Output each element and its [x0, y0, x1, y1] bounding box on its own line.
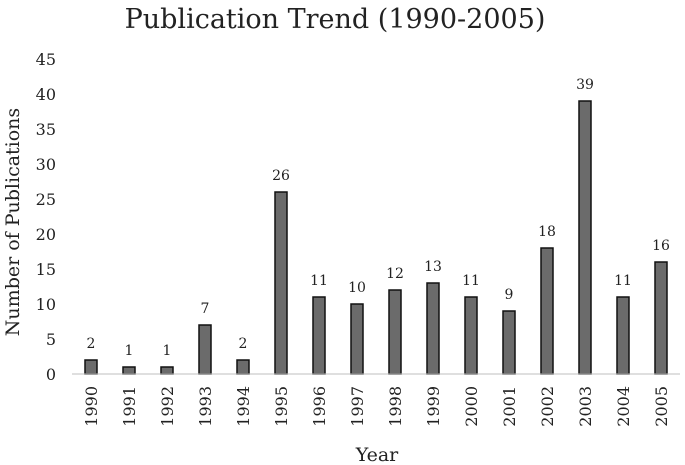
y-tick-label: 40: [36, 85, 56, 104]
bar: [502, 310, 516, 375]
x-tick-label: 1992: [158, 386, 177, 427]
x-axis-label: Year: [355, 444, 399, 465]
x-tick-label: 2005: [652, 386, 671, 427]
bar: [84, 359, 98, 375]
x-tick-label: 2001: [500, 386, 519, 427]
chart-title: Publication Trend (1990-2005): [125, 4, 546, 35]
y-axis-ticks: 0 5 10 15 20 25 30 35 40 45: [36, 50, 56, 384]
x-axis-ticks: 1990 1991 1992 1993 1994 1995 1996 1997 1998 1999…: [82, 386, 671, 427]
x-tick-label: 2000: [462, 386, 481, 427]
bar: [388, 289, 402, 375]
x-tick-label: 2003: [576, 386, 595, 427]
bars-group: [84, 100, 668, 375]
x-tick-label: 1991: [120, 386, 139, 427]
data-label: 1: [125, 343, 134, 359]
x-tick-label: 1999: [424, 386, 443, 427]
bar: [578, 100, 592, 375]
bar: [160, 366, 174, 375]
bar: [198, 324, 212, 375]
y-tick-label: 20: [36, 225, 56, 244]
bar: [540, 247, 554, 375]
data-label: 11: [614, 273, 632, 289]
bar: [236, 359, 250, 375]
y-tick-label: 10: [36, 295, 56, 314]
data-label: 13: [424, 259, 442, 275]
data-label: 10: [348, 280, 366, 296]
bar: [426, 282, 440, 375]
data-label: 2: [239, 336, 248, 352]
x-tick-label: 1994: [234, 386, 253, 427]
x-tick-label: 1990: [82, 386, 101, 427]
y-tick-label: 5: [46, 330, 56, 349]
bar: [616, 296, 630, 375]
data-label: 9: [505, 287, 514, 303]
bar: [464, 296, 478, 375]
data-label: 26: [272, 168, 290, 184]
x-tick-label: 1997: [348, 386, 367, 427]
data-label: 16: [652, 238, 670, 254]
data-label: 39: [576, 77, 594, 93]
data-label: 11: [310, 273, 328, 289]
x-tick-label: 1998: [386, 386, 405, 427]
bar: [312, 296, 326, 375]
bar: [350, 303, 364, 375]
x-tick-label: 1993: [196, 386, 215, 427]
bar: [274, 191, 288, 375]
y-tick-label: 25: [36, 190, 56, 209]
data-label: 1: [163, 343, 172, 359]
y-tick-label: 30: [36, 155, 56, 174]
x-tick-label: 1996: [310, 386, 329, 427]
x-tick-label: 2004: [614, 386, 633, 427]
bar: [122, 366, 136, 375]
data-label: 11: [462, 273, 480, 289]
y-tick-label: 15: [36, 260, 56, 279]
data-label: 18: [538, 224, 556, 240]
data-label: 12: [386, 266, 404, 282]
x-tick-label: 1995: [272, 386, 291, 427]
y-tick-label: 45: [36, 50, 56, 69]
y-tick-label: 0: [46, 365, 56, 384]
y-axis-label: Number of Publications: [2, 108, 24, 336]
bar: [654, 261, 668, 375]
y-tick-label: 35: [36, 120, 56, 139]
data-label: 7: [201, 301, 210, 317]
x-tick-label: 2002: [538, 386, 557, 427]
data-label: 2: [87, 336, 96, 352]
